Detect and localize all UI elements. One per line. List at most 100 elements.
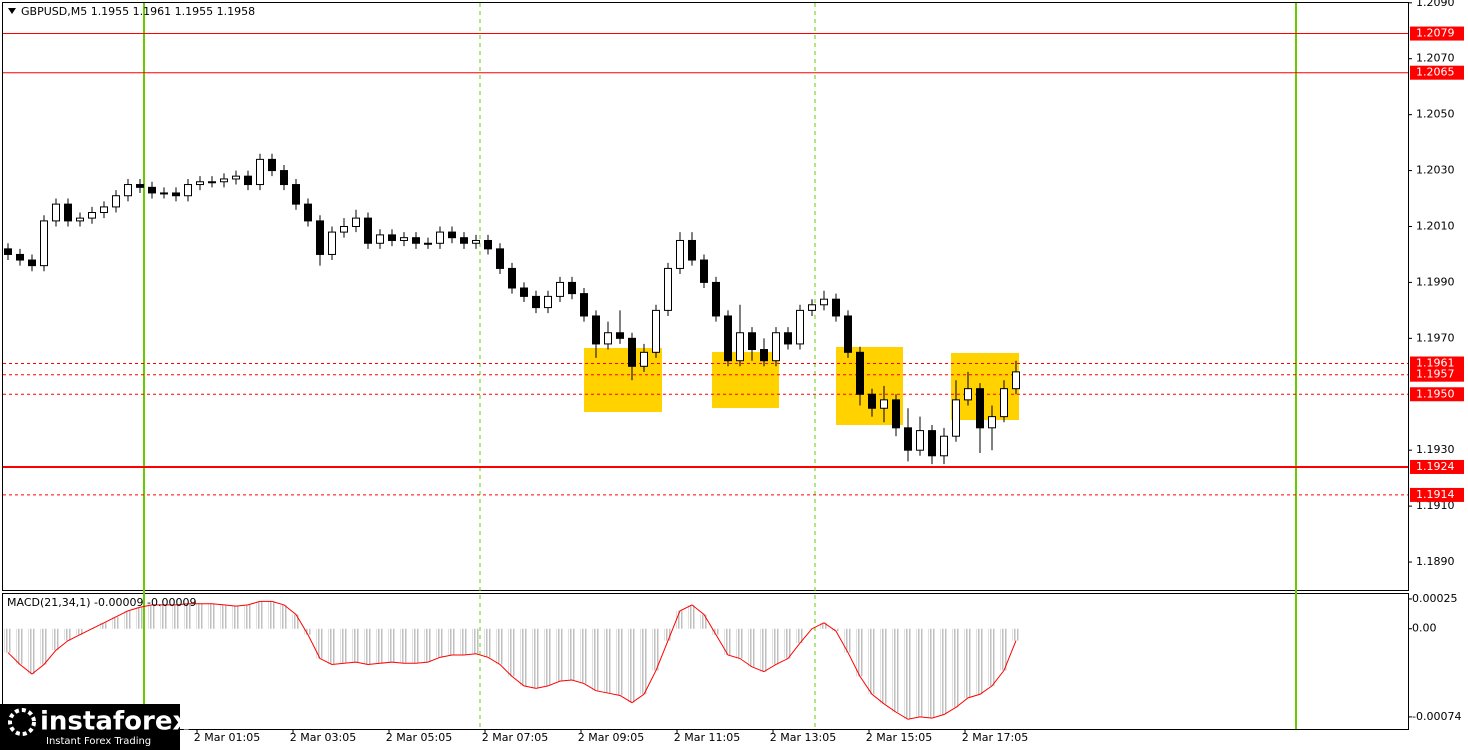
macd-bar	[628, 628, 636, 703]
candle-body	[652, 309, 660, 353]
x-tick-label: 2 Mar 05:05	[386, 731, 452, 744]
level-label: 1.1961	[1416, 357, 1455, 370]
macd-bar	[928, 628, 936, 719]
candle-body	[352, 217, 360, 227]
candle-body	[856, 351, 864, 395]
macd-bar	[880, 628, 888, 704]
candle-body	[364, 217, 372, 244]
macd-bar	[616, 628, 624, 696]
price-layer	[3, 33, 1408, 496]
candle-body	[76, 217, 84, 222]
candle-body	[796, 309, 804, 345]
candle-body	[952, 399, 960, 437]
candle-body	[616, 332, 624, 339]
macd-bar	[340, 628, 348, 664]
candle-body	[904, 427, 912, 451]
macd-bar	[904, 628, 912, 720]
y-tick-label: 1.1970	[1416, 331, 1455, 344]
candle-body	[52, 203, 60, 222]
macd-panel	[2, 593, 1409, 730]
candle-body	[184, 184, 192, 197]
candle-body	[880, 399, 888, 409]
macd-bar	[4, 628, 12, 653]
candle-body	[808, 304, 816, 311]
macd-bar	[700, 614, 708, 629]
candle-body	[436, 231, 444, 244]
candle-body	[388, 234, 396, 241]
macd-bar	[1012, 628, 1020, 641]
level-label-bg	[1410, 459, 1464, 474]
macd-bar	[400, 628, 408, 664]
macd-bar	[148, 604, 156, 629]
candle-body	[100, 206, 108, 214]
macd-bar	[664, 628, 672, 641]
macd-bar	[952, 628, 960, 708]
collapse-icon	[8, 8, 16, 14]
candle-body	[676, 239, 684, 269]
candle-body	[844, 315, 852, 353]
y-tick-label: 1.1910	[1416, 499, 1455, 512]
level-label-bg	[1410, 356, 1464, 371]
macd-bar	[796, 628, 804, 644]
candle-body	[244, 175, 252, 186]
macd-bar	[724, 628, 732, 655]
macd-bar	[568, 628, 576, 680]
candle-body	[256, 158, 264, 186]
candle-body	[4, 248, 12, 255]
macd-bar	[868, 628, 876, 695]
candle-body	[568, 281, 576, 295]
highlight-box	[584, 348, 662, 412]
macd-bar	[160, 604, 168, 629]
macd-bar	[376, 628, 384, 664]
watermark-brand: instaforex	[40, 707, 190, 737]
candle-body	[784, 332, 792, 345]
macd-bar	[124, 610, 132, 629]
macd-bar	[208, 603, 216, 629]
y-tick-label: -0.00074	[1412, 710, 1461, 723]
macd-bar	[232, 606, 240, 629]
macd-bar	[988, 628, 996, 686]
macd-bar	[916, 628, 924, 717]
macd-bar	[964, 628, 972, 698]
macd-bar	[136, 607, 144, 629]
y-tick-label: 1.2010	[1416, 219, 1455, 232]
candle-body	[160, 192, 168, 195]
candle-body	[88, 212, 96, 219]
candle-body	[736, 332, 744, 362]
macd-bar	[712, 628, 720, 635]
macd-bar	[784, 628, 792, 659]
chart-title: GBPUSD,M5 1.1955 1.1961 1.1955 1.1958	[21, 5, 255, 18]
candle-body	[328, 231, 336, 255]
candle-body	[712, 281, 720, 317]
candle-body	[628, 337, 636, 367]
level-label: 1.1914	[1416, 488, 1455, 501]
macd-bar	[580, 628, 588, 684]
candle-body	[724, 315, 732, 362]
candle-body	[340, 225, 348, 233]
macd-bar	[760, 628, 768, 672]
y-tick-label: 1.1990	[1416, 275, 1455, 288]
macd-bar	[640, 628, 648, 695]
candle-body	[148, 186, 156, 194]
macd-bar	[520, 628, 528, 686]
macd-bar	[112, 616, 120, 629]
macd-bar	[412, 628, 420, 664]
level-label-bg	[1410, 26, 1464, 41]
macd-bar	[532, 628, 540, 689]
candle-body	[556, 281, 564, 297]
macd-bar	[676, 610, 684, 629]
candle-body	[604, 332, 612, 345]
macd-bar	[352, 628, 360, 663]
level-label: 1.1957	[1416, 368, 1455, 381]
y-tick-label: 1.2030	[1416, 164, 1455, 177]
macd-bar	[364, 628, 372, 665]
macd-bar	[280, 604, 288, 629]
candle-body	[484, 239, 492, 250]
level-label: 1.1950	[1416, 387, 1455, 400]
macd-bar	[832, 628, 840, 632]
macd-bar	[772, 628, 780, 665]
macd-bar	[940, 628, 948, 715]
level-label-bg	[1410, 65, 1464, 80]
candle-body	[472, 239, 480, 244]
x-tick-label: 2 Mar 07:05	[482, 731, 548, 744]
